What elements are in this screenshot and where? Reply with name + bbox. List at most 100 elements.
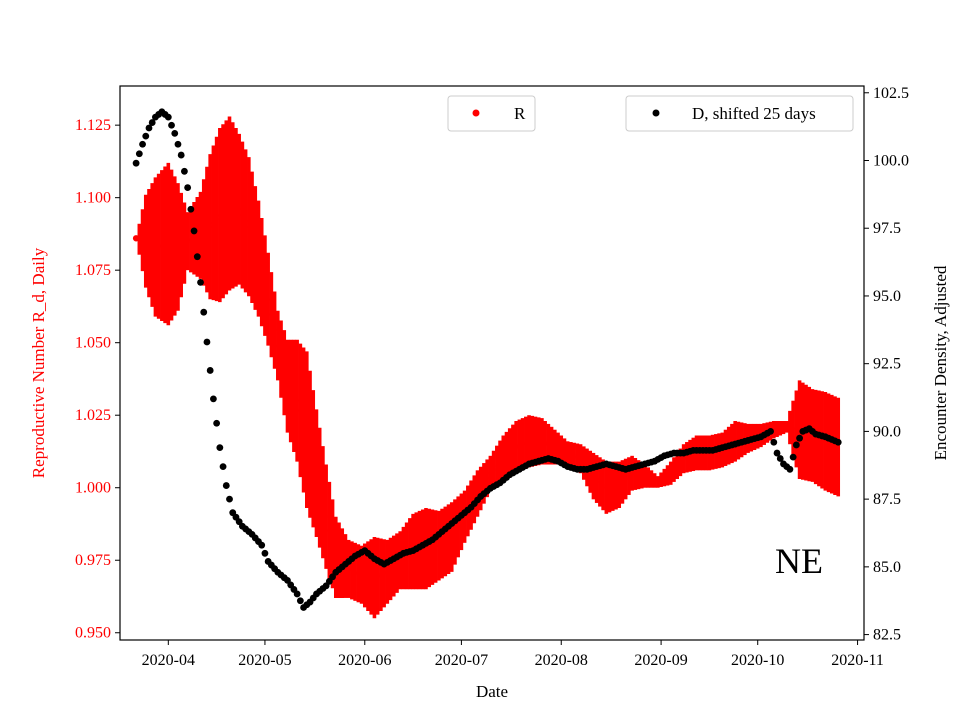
r-point bbox=[305, 428, 309, 432]
plot-frame bbox=[119, 85, 865, 641]
r-point bbox=[356, 571, 360, 575]
r-point bbox=[295, 399, 299, 403]
r-point bbox=[456, 525, 460, 529]
r-point bbox=[144, 239, 148, 243]
r-point bbox=[192, 236, 196, 240]
r-point bbox=[347, 567, 351, 571]
r-point bbox=[440, 541, 444, 546]
d-point bbox=[773, 449, 781, 457]
r-point bbox=[678, 460, 683, 464]
d-point bbox=[219, 463, 227, 471]
r-point bbox=[224, 205, 228, 209]
r-point bbox=[540, 439, 544, 443]
legend-r-box bbox=[447, 95, 536, 132]
r-point bbox=[147, 241, 151, 245]
r-point bbox=[269, 313, 273, 317]
r-point bbox=[132, 235, 140, 242]
d-point bbox=[834, 438, 842, 446]
r-point bbox=[533, 439, 538, 443]
r-point bbox=[781, 425, 786, 430]
r-point bbox=[511, 448, 515, 452]
r-point bbox=[189, 238, 193, 242]
r-point bbox=[556, 446, 560, 451]
x-tick-label: 2020-09 bbox=[634, 652, 687, 669]
r-point bbox=[546, 442, 550, 446]
r-point bbox=[504, 454, 509, 458]
r-point bbox=[208, 225, 212, 229]
r-point bbox=[553, 445, 557, 449]
r-point bbox=[549, 444, 554, 448]
r-point bbox=[514, 445, 518, 449]
r-point bbox=[633, 472, 637, 476]
r-point bbox=[179, 243, 183, 247]
r-point bbox=[624, 477, 628, 481]
r-point bbox=[656, 480, 660, 484]
r-point bbox=[578, 457, 583, 461]
r-point bbox=[169, 243, 174, 247]
d-point bbox=[258, 541, 266, 549]
r-point bbox=[653, 478, 657, 483]
r-point bbox=[205, 227, 209, 232]
r-point bbox=[285, 384, 290, 388]
r-point bbox=[572, 454, 576, 458]
r-point bbox=[685, 455, 689, 459]
right-y-tick-label: 82.5 bbox=[873, 627, 901, 644]
d-point bbox=[135, 150, 143, 158]
d-point bbox=[203, 338, 211, 346]
r-point bbox=[176, 245, 180, 249]
r-point bbox=[334, 555, 338, 559]
r-point bbox=[453, 530, 457, 534]
r-point bbox=[186, 239, 190, 243]
r-point bbox=[665, 473, 670, 477]
r-point bbox=[276, 343, 280, 348]
x-tick-label: 2020-06 bbox=[338, 652, 391, 669]
r-point bbox=[826, 441, 831, 445]
r-point bbox=[682, 457, 686, 461]
r-point bbox=[253, 246, 257, 250]
d-point bbox=[296, 597, 304, 605]
left-y-tick-label: 0.975 bbox=[75, 552, 111, 569]
r-point bbox=[649, 477, 654, 481]
r-point bbox=[198, 233, 203, 237]
r-point bbox=[566, 451, 570, 455]
r-point bbox=[482, 481, 486, 485]
left-y-tick-label: 1.075 bbox=[75, 262, 111, 279]
d-point bbox=[786, 465, 794, 473]
r-point bbox=[669, 471, 673, 475]
r-point bbox=[324, 515, 328, 519]
d-point bbox=[190, 227, 198, 235]
r-point bbox=[520, 442, 525, 446]
r-point bbox=[788, 425, 792, 430]
r-point bbox=[376, 574, 380, 578]
right-y-tick-label: 100.0 bbox=[873, 152, 909, 169]
d-point bbox=[132, 159, 140, 167]
r-point bbox=[778, 426, 782, 430]
r-point bbox=[607, 485, 612, 489]
r-point bbox=[537, 439, 541, 443]
x-tick-label: 2020-08 bbox=[535, 652, 588, 669]
r-point bbox=[372, 576, 377, 580]
r-point bbox=[430, 545, 435, 549]
r-point bbox=[434, 544, 438, 549]
legend-d-marker bbox=[652, 109, 660, 117]
r-point bbox=[640, 473, 644, 477]
x-axis-label: Date bbox=[476, 682, 508, 701]
x-tick-label: 2020-04 bbox=[142, 652, 195, 669]
r-point bbox=[263, 284, 267, 288]
r-point bbox=[218, 213, 222, 217]
r-point bbox=[182, 241, 187, 245]
r-point bbox=[530, 439, 534, 443]
r-point bbox=[427, 546, 431, 550]
r-point bbox=[153, 245, 158, 249]
r-point bbox=[498, 460, 502, 464]
r-point bbox=[488, 471, 492, 475]
r-point bbox=[250, 235, 254, 239]
r-point bbox=[450, 535, 454, 539]
r-point bbox=[775, 427, 779, 431]
d-series bbox=[132, 108, 842, 611]
r-point bbox=[443, 539, 447, 543]
r-point bbox=[630, 471, 634, 475]
r-point bbox=[330, 542, 335, 546]
r-point bbox=[643, 474, 647, 478]
